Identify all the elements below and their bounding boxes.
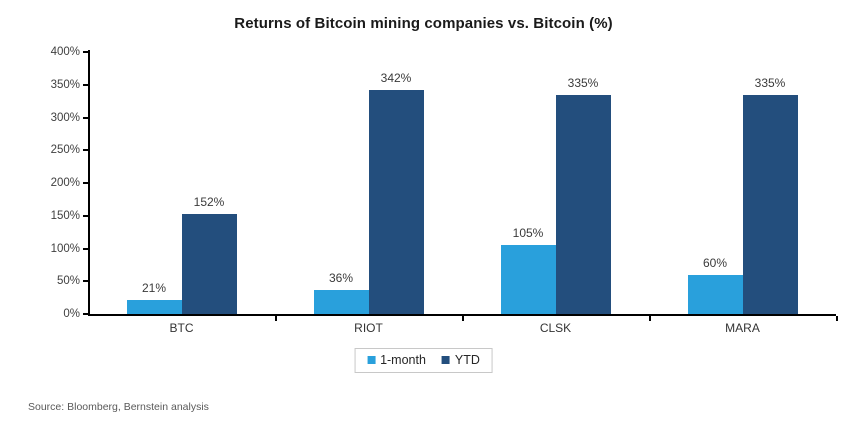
chart-title: Returns of Bitcoin mining companies vs. … [234,15,613,32]
chart-legend: 1-month YTD [354,348,493,373]
bar-value-label: 335% [754,75,786,90]
plot-area: 21% 152% 36% 342% 105% 335% 60% 335% [88,52,836,314]
y-axis-tick-mark [83,214,88,217]
legend-swatch-icon [367,356,376,364]
bar [500,245,556,314]
y-axis-tick-mark [83,83,88,86]
bar [126,300,182,314]
bar [687,274,743,314]
bar [742,94,798,314]
x-axis-category-label: CLSK [539,321,572,335]
x-axis-tick-mark [836,316,838,321]
y-axis-line [88,50,90,316]
y-axis-tick-label: 400% [50,46,80,58]
legend-swatch-icon [441,356,450,364]
legend-item[interactable]: 1-month [367,353,426,367]
bar-value-label: 105% [512,226,544,241]
y-axis-tick-label: 50% [56,275,80,288]
bar-value-label: 36% [328,271,354,286]
y-axis-tick-mark [83,313,88,315]
bar-value-label: 335% [567,75,599,90]
legend-item[interactable]: YTD [441,353,480,367]
bar-value-label: 342% [380,70,412,85]
legend-label: YTD [454,353,480,367]
bar [555,94,611,314]
y-axis-tick-mark [83,247,88,250]
x-axis-category-label: MARA [725,321,760,335]
y-axis-tick-label: 100% [50,242,80,255]
bar-value-label: 60% [702,255,728,270]
x-axis-category-label: BTC [169,321,194,335]
legend-label: 1-month [380,353,426,367]
x-axis-tick-mark [462,316,464,321]
source-note: Source: Bloomberg, Bernstein analysis [28,401,209,413]
x-axis-line [88,314,836,316]
y-axis-tick-label: 250% [50,144,80,157]
y-axis-tick-mark [83,116,88,119]
bar [313,290,369,314]
x-axis-tick-mark [275,316,277,321]
y-axis-tick-mark [83,280,88,283]
y-axis-tick-mark [83,51,88,53]
bar-value-label: 21% [141,281,167,296]
x-axis-category-label: RIOT [354,321,383,335]
x-axis-tick-mark [649,316,651,321]
bar [181,214,237,314]
bar [368,89,424,314]
y-axis-tick-label: 300% [50,111,80,124]
y-axis-tick-label: 350% [50,78,80,91]
y-axis-tick-label: 0% [63,308,80,320]
bar-value-label: 152% [193,195,225,210]
y-axis-tick-label: 200% [50,177,80,189]
y-axis-tick-mark [83,182,88,184]
y-axis-tick-mark [83,149,88,152]
y-axis-tick-label: 150% [50,209,80,222]
